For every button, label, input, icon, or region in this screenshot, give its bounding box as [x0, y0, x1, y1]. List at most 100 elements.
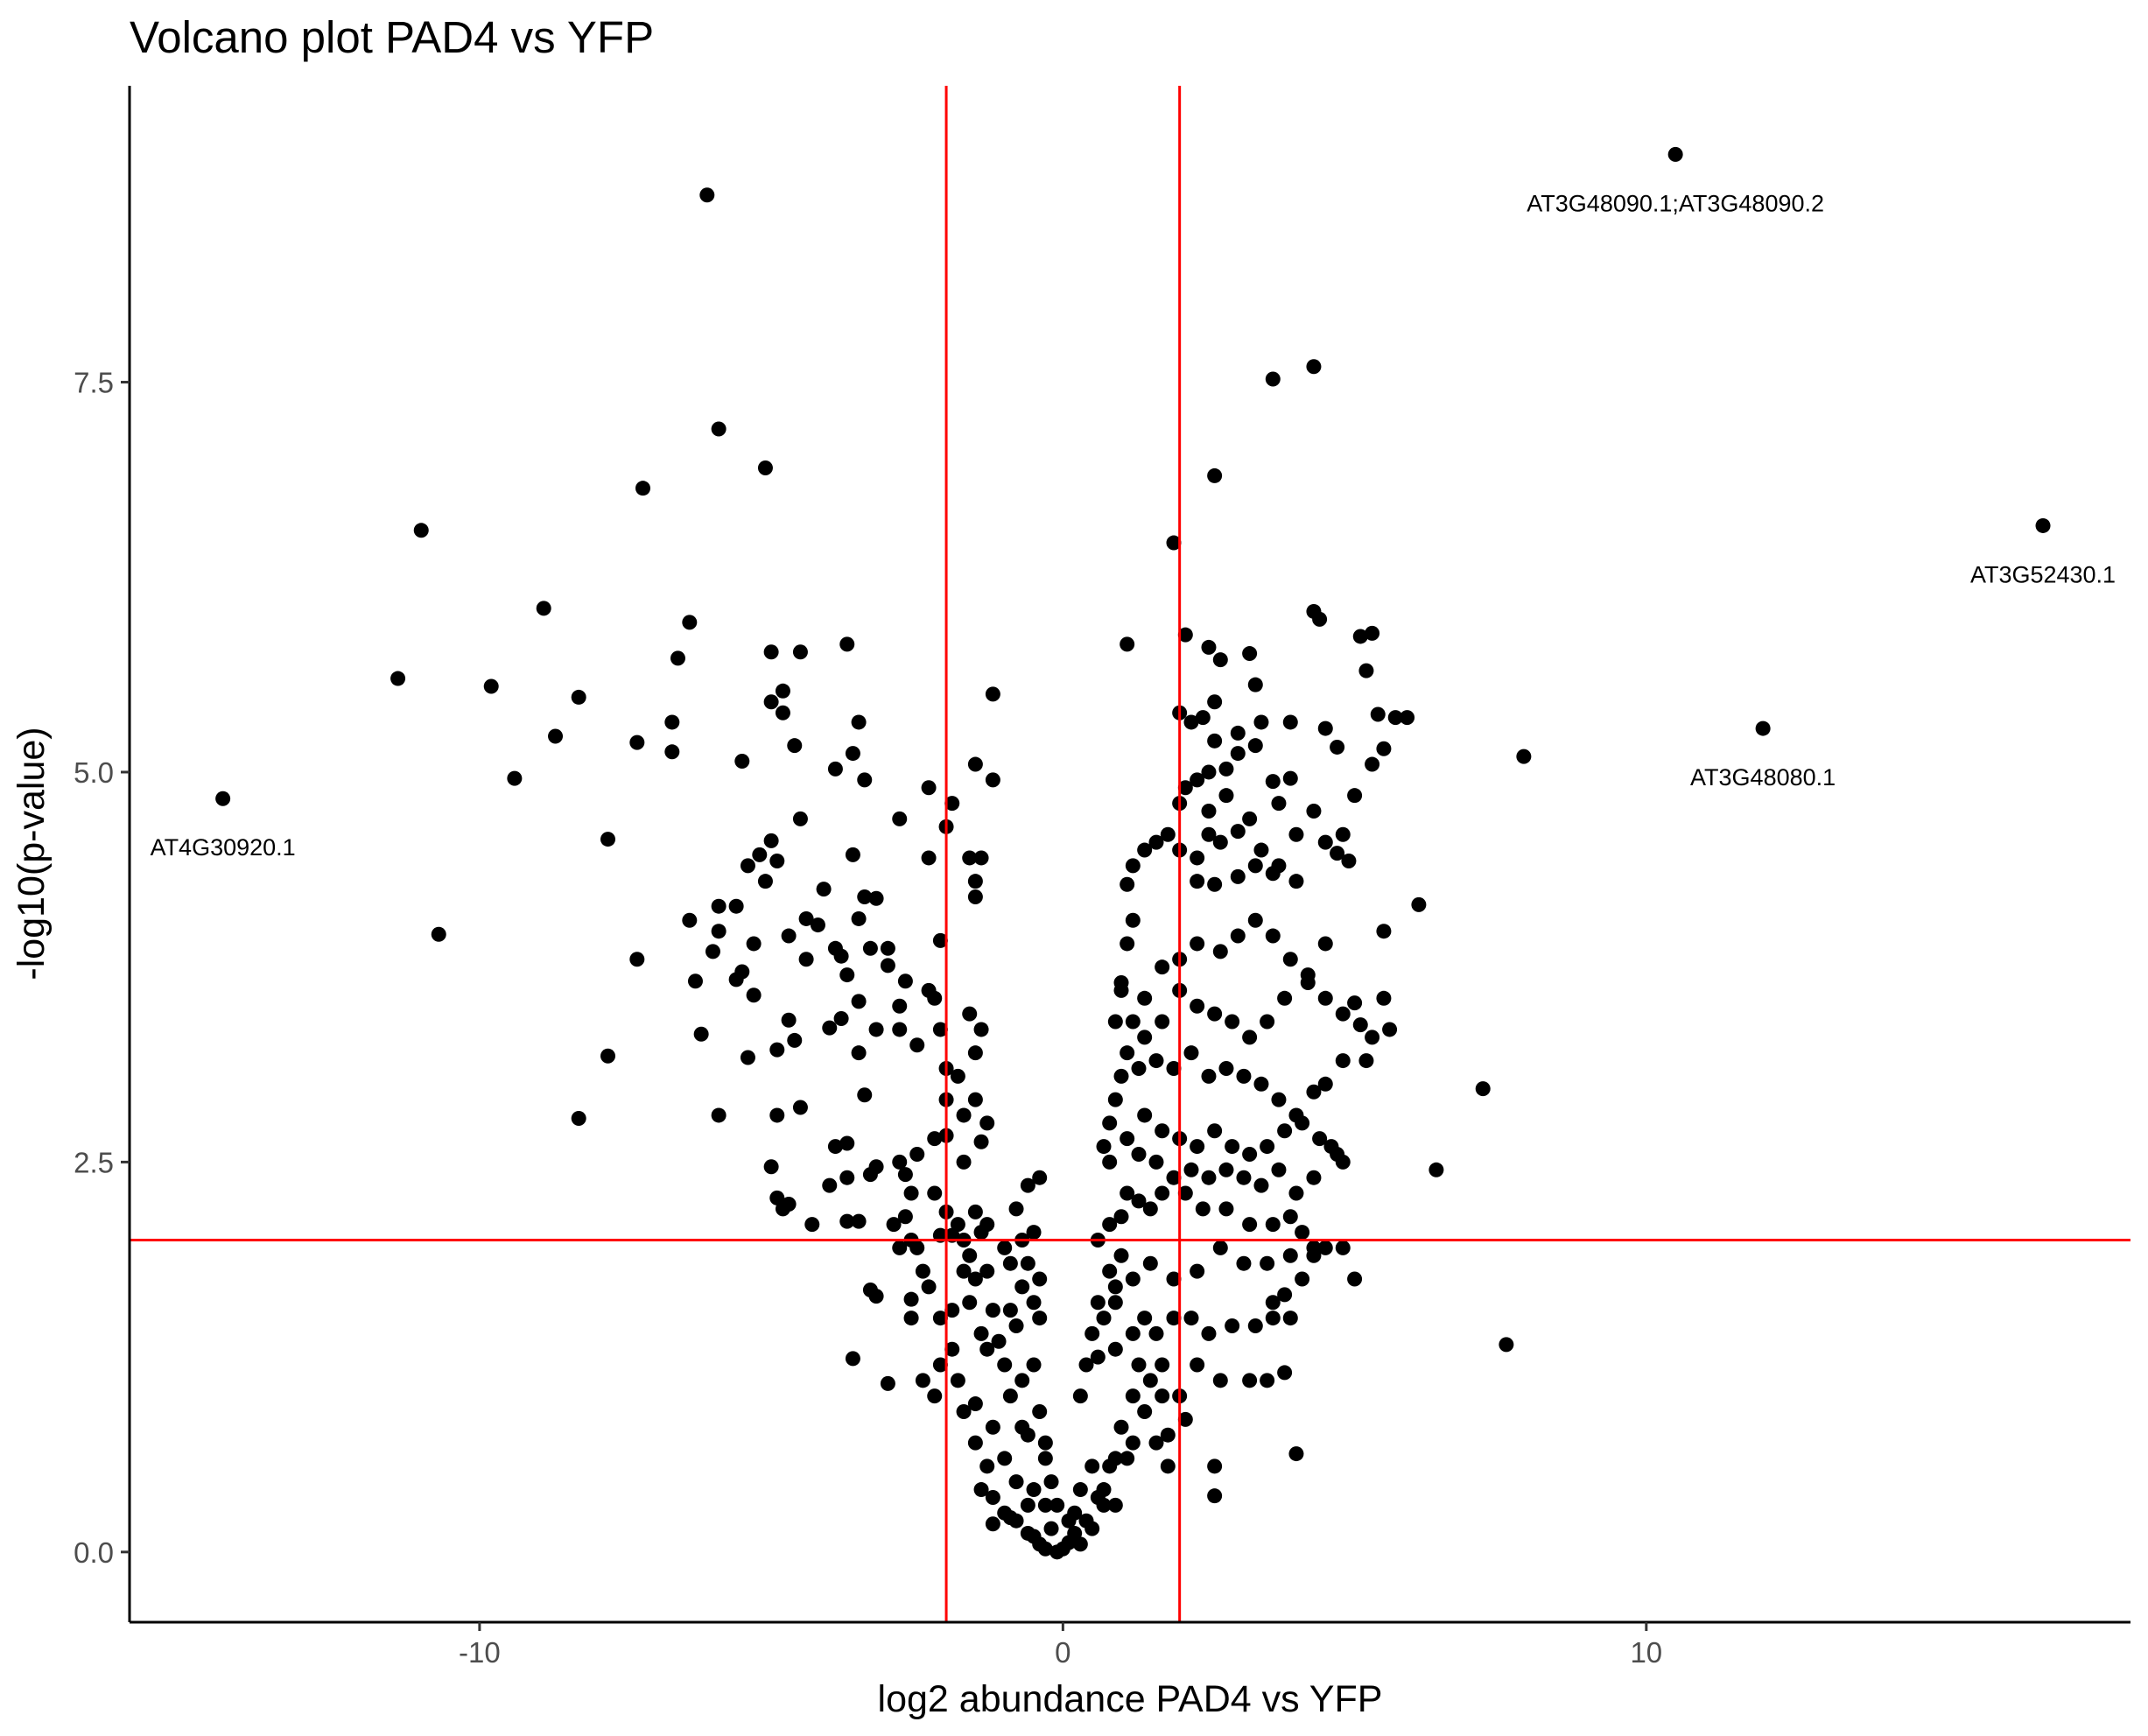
data-point — [1242, 1146, 1258, 1162]
data-point — [1085, 1458, 1100, 1474]
data-point — [1230, 725, 1246, 741]
data-point — [1195, 710, 1211, 726]
data-point — [857, 1087, 873, 1103]
data-point — [1225, 1014, 1240, 1030]
data-point — [979, 1458, 995, 1474]
data-point — [1166, 1170, 1182, 1185]
data-point — [1008, 1201, 1024, 1217]
data-point — [862, 940, 878, 956]
data-point — [1137, 1107, 1153, 1123]
data-point — [1201, 1170, 1217, 1185]
data-point — [635, 481, 650, 496]
data-point — [1253, 842, 1269, 858]
data-point — [1183, 1311, 1199, 1326]
data-point — [1335, 1240, 1351, 1255]
data-point — [1207, 694, 1223, 710]
data-point — [1230, 868, 1246, 884]
data-point — [763, 694, 779, 710]
data-point — [746, 987, 762, 1003]
data-point — [1352, 1017, 1368, 1033]
data-point — [1125, 1014, 1141, 1030]
data-point — [1166, 1060, 1182, 1076]
highlighted-data-point — [2035, 517, 2051, 533]
data-point — [1107, 1341, 1123, 1357]
data-point — [1201, 764, 1217, 780]
data-point — [892, 998, 908, 1014]
highlighted-data-point — [1755, 720, 1771, 736]
data-point — [1131, 1193, 1147, 1209]
data-point — [1002, 1303, 1018, 1318]
data-point — [682, 615, 698, 630]
data-point — [897, 973, 913, 989]
data-point — [1207, 733, 1223, 749]
data-point — [1265, 866, 1281, 882]
data-point — [1190, 1357, 1205, 1373]
data-point — [973, 1134, 989, 1149]
data-point — [1253, 1076, 1269, 1092]
data-point — [1265, 1217, 1281, 1233]
data-point — [927, 1388, 943, 1404]
data-point — [909, 1146, 925, 1162]
data-point — [1265, 1311, 1281, 1326]
data-point — [1190, 850, 1205, 866]
data-point — [536, 601, 551, 616]
data-point — [857, 889, 873, 904]
data-point — [1516, 749, 1532, 764]
data-point — [1247, 858, 1263, 874]
data-point — [1148, 1154, 1164, 1170]
data-point — [985, 686, 1000, 702]
data-point — [1067, 1525, 1083, 1541]
data-point — [915, 1373, 930, 1388]
data-point — [1242, 646, 1258, 662]
data-point — [1043, 1474, 1059, 1490]
data-point — [932, 1311, 948, 1326]
data-point — [845, 746, 860, 762]
data-point — [1330, 846, 1345, 861]
data-point — [687, 973, 703, 989]
data-point — [1358, 663, 1374, 678]
data-point — [1265, 1295, 1281, 1311]
data-point — [1014, 1373, 1030, 1388]
data-point — [962, 1006, 978, 1022]
data-point — [1277, 990, 1293, 1006]
data-point — [851, 994, 867, 1009]
point-label: AT4G30920.1 — [151, 834, 296, 861]
data-point — [967, 1396, 983, 1412]
data-point — [944, 1341, 960, 1357]
data-point — [1120, 1045, 1135, 1061]
data-point — [1155, 1357, 1170, 1373]
data-point — [792, 811, 808, 826]
x-tick-label: 10 — [1630, 1636, 1662, 1669]
data-point — [1020, 1177, 1035, 1193]
data-point — [1190, 1139, 1205, 1155]
data-point — [944, 796, 960, 812]
data-point — [897, 1167, 913, 1183]
data-point — [1131, 1146, 1147, 1162]
data-point — [1026, 1482, 1042, 1498]
data-point — [979, 1263, 995, 1279]
data-point — [1236, 1255, 1252, 1271]
data-point — [851, 910, 867, 926]
data-point — [1102, 1263, 1118, 1279]
data-point — [997, 1505, 1013, 1521]
data-point — [781, 928, 797, 944]
data-point — [892, 1022, 908, 1037]
data-point — [1347, 788, 1363, 804]
data-point — [1137, 1311, 1153, 1326]
y-tick-label: 5.0 — [74, 756, 114, 789]
data-point — [1277, 1287, 1293, 1303]
data-point — [1107, 1295, 1123, 1311]
data-point — [1428, 1162, 1444, 1177]
data-point — [1061, 1513, 1077, 1529]
data-point — [1125, 1388, 1141, 1404]
data-point — [1242, 1373, 1258, 1388]
data-point — [1218, 788, 1234, 804]
data-point — [1177, 1411, 1193, 1427]
data-point — [1107, 1279, 1123, 1295]
point-label: AT3G52430.1 — [1970, 561, 2116, 587]
chart-title: Volcano plot PAD4 vs YFP — [130, 12, 654, 62]
data-point — [746, 936, 762, 952]
highlighted-data-point — [1667, 146, 1683, 162]
data-point — [1090, 1295, 1106, 1311]
